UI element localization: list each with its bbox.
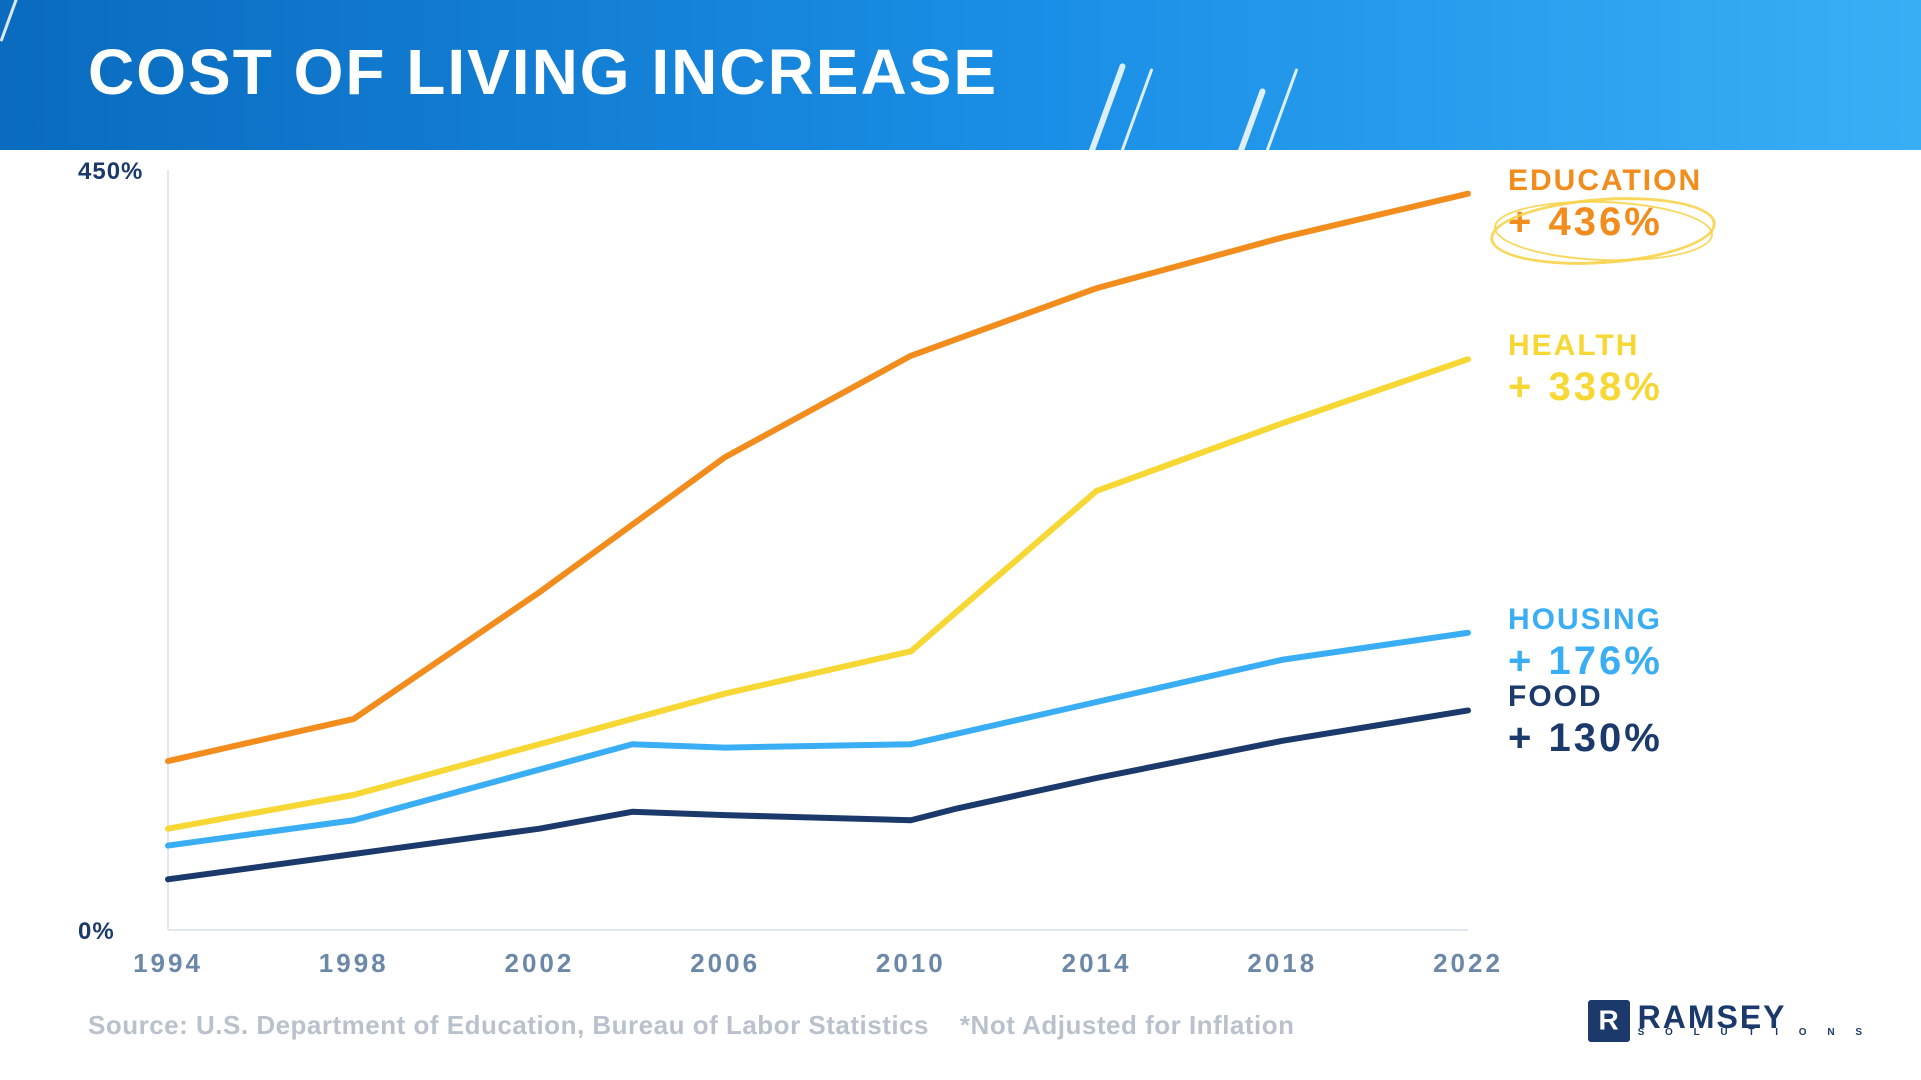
x-axis-label: 2022	[1433, 948, 1503, 979]
logo-text-block: RAMSEY S O L U T I O N S	[1638, 1005, 1871, 1038]
series-label-food: FOOD + 130%	[1508, 682, 1663, 760]
series-value: + 176%	[1508, 639, 1663, 683]
source-footer: Source: U.S. Department of Education, Bu…	[88, 1010, 1295, 1041]
series-name: FOOD	[1508, 682, 1663, 712]
x-axis-label: 1994	[133, 948, 203, 979]
series-line-health	[168, 359, 1468, 829]
series-label-housing: HOUSING + 176%	[1508, 605, 1663, 683]
logo-mark-icon	[1588, 1000, 1630, 1042]
page-title: COST OF LIVING INCREASE	[0, 0, 1921, 104]
series-value: + 338%	[1508, 365, 1663, 409]
series-line-housing	[168, 633, 1468, 846]
x-axis-label: 1998	[319, 948, 389, 979]
footnote-text: *Not Adjusted for Inflation	[960, 1010, 1295, 1040]
brand-logo: RAMSEY S O L U T I O N S	[1588, 1000, 1871, 1042]
x-axis-label: 2010	[876, 948, 946, 979]
series-line-education	[168, 194, 1468, 761]
chart-area: 450%0%19941998200220062010201420182022ED…	[88, 170, 1848, 980]
x-axis-label: 2006	[690, 948, 760, 979]
series-name: EDUCATION	[1508, 166, 1702, 196]
header-banner: COST OF LIVING INCREASE	[0, 0, 1921, 150]
line-chart	[88, 170, 1848, 980]
y-axis-label: 0%	[78, 918, 115, 946]
series-name: HOUSING	[1508, 605, 1663, 635]
x-axis-label: 2018	[1247, 948, 1317, 979]
y-axis-label: 450%	[78, 158, 143, 186]
x-axis-label: 2002	[505, 948, 575, 979]
logo-brand: RAMSEY	[1638, 1005, 1871, 1029]
series-label-health: HEALTH + 338%	[1508, 331, 1663, 409]
series-name: HEALTH	[1508, 331, 1663, 361]
logo-subtext: S O L U T I O N S	[1638, 1027, 1871, 1038]
x-axis-label: 2014	[1062, 948, 1132, 979]
source-text: Source: U.S. Department of Education, Bu…	[88, 1010, 929, 1040]
series-value: + 130%	[1508, 716, 1663, 760]
